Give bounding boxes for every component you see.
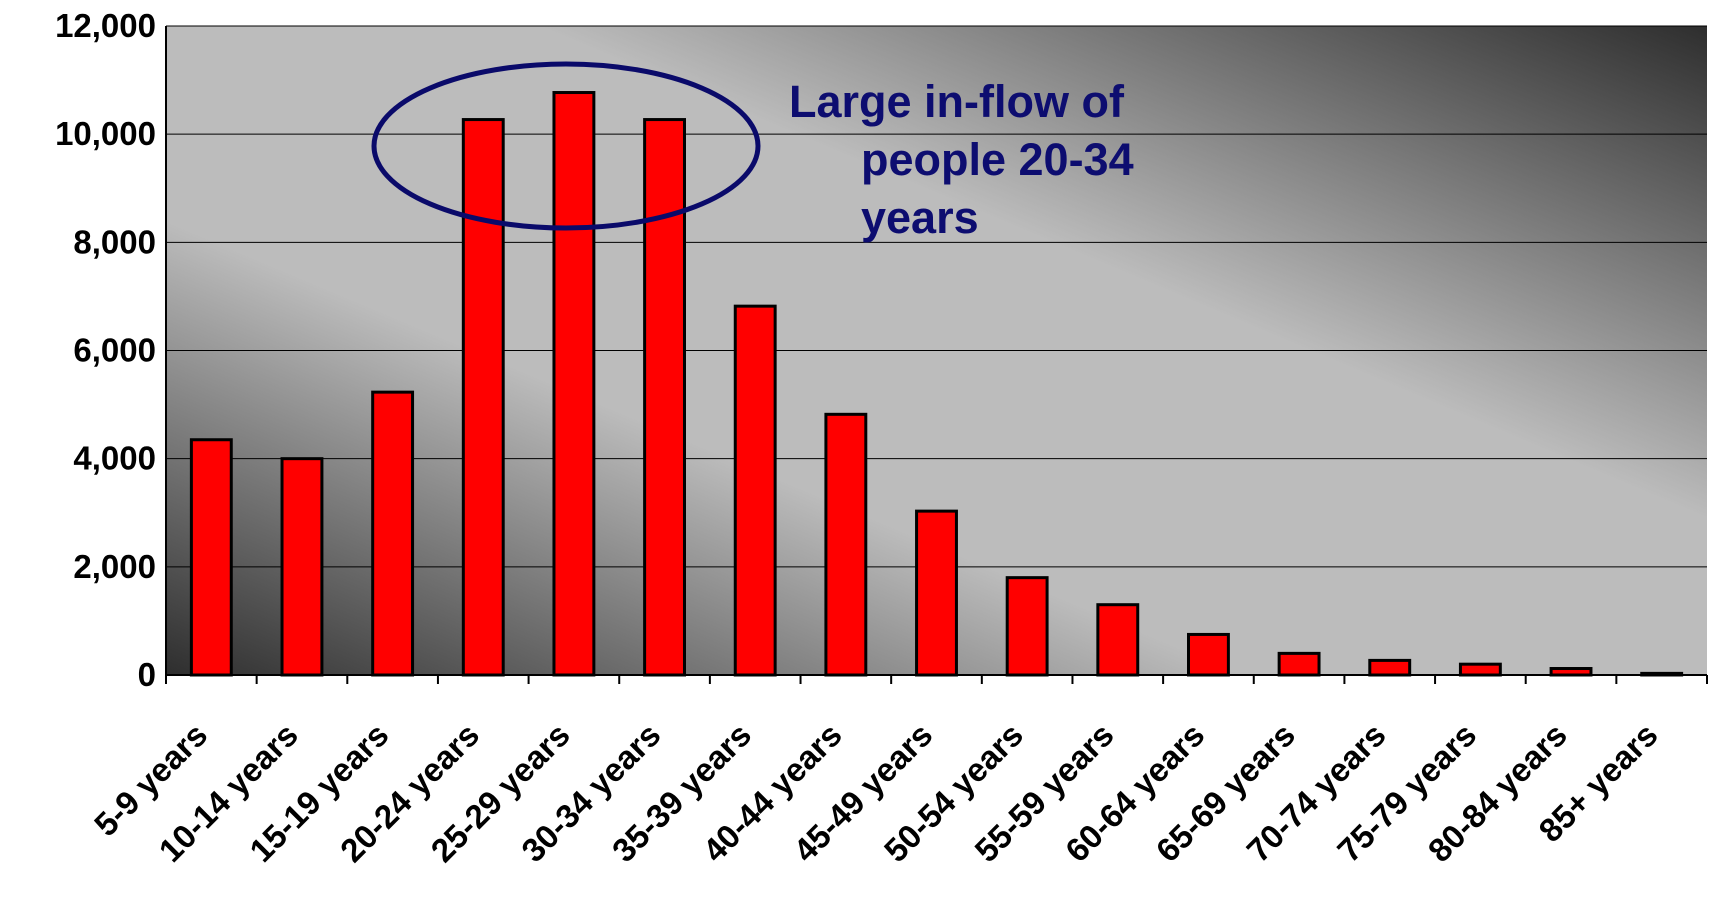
bar — [1005, 576, 1049, 677]
bar — [189, 438, 233, 677]
bar — [552, 91, 596, 677]
bar — [643, 118, 687, 677]
y-tick-label: 10,000 — [55, 115, 156, 152]
bar — [1096, 603, 1140, 677]
annotation: people 20-34 — [861, 134, 1134, 185]
bar — [733, 304, 777, 677]
bar — [371, 390, 415, 677]
bar — [1549, 667, 1593, 677]
bar — [1640, 671, 1684, 677]
bar — [1186, 632, 1230, 677]
bar — [280, 457, 324, 677]
y-tick-label: 0 — [138, 656, 156, 693]
y-tick-label: 8,000 — [73, 223, 156, 260]
y-tick-label: 6,000 — [73, 332, 156, 369]
bar — [824, 412, 868, 677]
bar — [1458, 662, 1502, 677]
y-tick-label: 12,000 — [55, 7, 156, 44]
bar — [915, 509, 958, 677]
y-tick-label: 4,000 — [73, 440, 156, 477]
bar — [461, 118, 505, 677]
bar — [1368, 658, 1412, 677]
annotation: Large in-flow of — [789, 76, 1125, 127]
annotation: years — [861, 192, 979, 243]
highlight-ellipse — [371, 61, 761, 231]
bar — [1277, 651, 1321, 677]
y-tick-label: 2,000 — [73, 548, 156, 585]
